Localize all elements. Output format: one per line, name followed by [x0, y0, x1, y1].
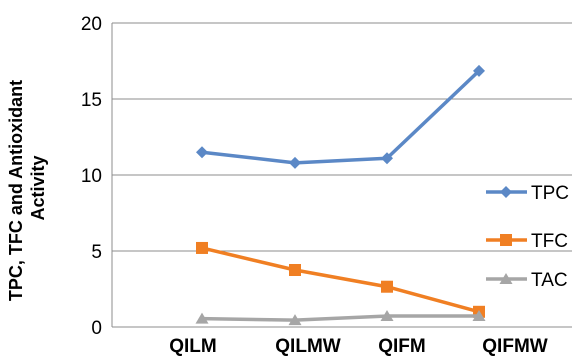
- data-point-tfc: [289, 264, 301, 276]
- y-tick-label: 15: [81, 90, 102, 111]
- gridlines: [112, 22, 572, 252]
- legend-label: TPC: [531, 183, 569, 204]
- data-point-tpc: [381, 152, 393, 165]
- axes: [111, 23, 572, 328]
- series-line-tfc: [201, 246, 480, 314]
- legend-marker-tac: [499, 273, 513, 284]
- x-tick-label: QIFMW: [482, 336, 547, 357]
- legend-item-tac: TAC: [486, 270, 568, 291]
- series-tfc: [196, 241, 485, 318]
- data-point-tac: [472, 310, 486, 322]
- x-tick-label: QIFM: [378, 336, 426, 357]
- legend-item-tfc: TFC: [486, 231, 568, 252]
- data-point-tpc: [289, 156, 301, 169]
- y-axis-label-line-1: TPC, TFC and Antioxidant: [6, 80, 26, 301]
- data-point-tpc: [196, 146, 208, 159]
- data-point-tfc: [381, 280, 393, 293]
- legend-label: TAC: [531, 270, 568, 291]
- y-axis-label-line-2: Activity: [28, 155, 48, 220]
- data-point-tac: [288, 314, 302, 326]
- y-tick-label: 0: [91, 318, 102, 339]
- series-line-tac: [201, 314, 479, 322]
- legend-marker-tfc: [500, 234, 512, 246]
- series-line-tpc: [201, 69, 481, 165]
- legend: TPC TFC TAC: [486, 183, 569, 291]
- data-point-tac: [195, 312, 209, 324]
- data-point-tpc: [473, 64, 485, 77]
- data-point-tfc: [196, 241, 208, 254]
- series-group: [195, 64, 486, 326]
- legend-item-tpc: TPC: [486, 183, 569, 204]
- x-tick-labels: QILM QILMW QIFM QIFMW: [169, 336, 548, 357]
- series-tpc: [196, 64, 485, 169]
- y-axis-label: TPC, TFC and Antioxidant Activity: [6, 75, 48, 301]
- legend-label: TFC: [531, 231, 568, 252]
- y-tick-label: 20: [81, 14, 102, 35]
- y-tick-label: 10: [81, 166, 102, 187]
- x-tick-label: QILM: [169, 336, 217, 357]
- x-tick-label: QILMW: [275, 336, 340, 357]
- y-tick-labels: 0 5 10 15 20: [81, 14, 102, 339]
- series-tac: [195, 310, 486, 326]
- data-point-tac: [380, 310, 394, 322]
- legend-marker-tpc: [500, 186, 512, 198]
- y-tick-label: 5: [91, 242, 102, 263]
